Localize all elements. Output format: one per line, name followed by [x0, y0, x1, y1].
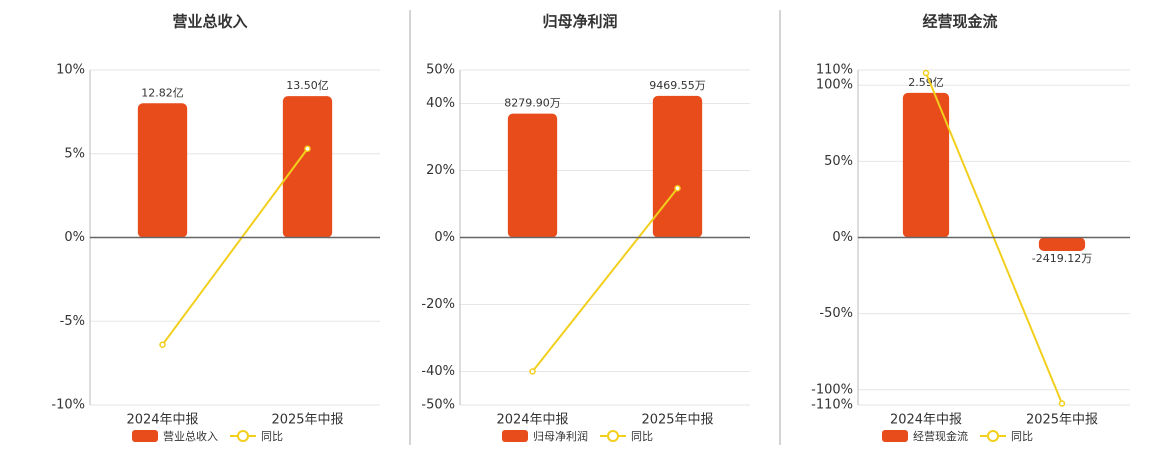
- bar: [507, 113, 558, 238]
- y-tick-label: 0%: [832, 230, 853, 245]
- legend-swatch: [882, 430, 908, 442]
- bar: [652, 95, 703, 238]
- legend-label: 经营现金流: [913, 429, 968, 443]
- x-tick-label: 2024年中报: [890, 413, 962, 428]
- x-tick-label: 2024年中报: [126, 413, 198, 428]
- y-tick-label: 50%: [824, 154, 853, 169]
- bar: [1038, 237, 1086, 252]
- y-tick-label: -10%: [51, 398, 85, 413]
- legend-label: 同比: [1011, 430, 1033, 443]
- point: [529, 368, 536, 375]
- y-tick-label: 0%: [434, 230, 455, 245]
- bar: [282, 96, 333, 238]
- y-tick-label: 20%: [426, 163, 455, 178]
- data-label: 13.50亿: [286, 79, 329, 92]
- bar: [137, 103, 188, 238]
- y-tick-label: 50%: [426, 63, 455, 78]
- y-tick-label: -5%: [60, 314, 85, 329]
- point: [922, 69, 930, 77]
- x-tick-label: 2025年中报: [641, 413, 713, 428]
- legend-swatch: [237, 430, 249, 442]
- data-label: -2419.12万: [1032, 252, 1092, 265]
- y-tick-label: 110%: [816, 63, 853, 78]
- line: [161, 148, 309, 346]
- point: [159, 341, 166, 348]
- line: [531, 187, 679, 373]
- chart-title: 归母净利润: [542, 13, 617, 31]
- legend-label: 归母净利润: [533, 429, 588, 443]
- chart-title: 营业总收入: [172, 13, 247, 31]
- chart-title: 经营现金流: [922, 13, 997, 31]
- bar: [902, 92, 950, 238]
- y-tick-label: 5%: [64, 146, 85, 161]
- legend-swatch: [502, 430, 528, 442]
- y-tick-label: -50%: [819, 306, 853, 321]
- legend-label: 营业总收入: [163, 429, 218, 443]
- legend-swatch: [607, 430, 619, 442]
- y-tick-label: 100%: [816, 78, 853, 93]
- data-label: 2.59亿: [908, 76, 944, 89]
- y-tick-label: -110%: [811, 398, 853, 413]
- data-label: 9469.55万: [649, 79, 706, 92]
- line: [925, 72, 1063, 404]
- data-label: 12.82亿: [141, 86, 184, 99]
- point: [674, 185, 681, 192]
- y-tick-label: -40%: [421, 364, 455, 379]
- legend-swatch: [987, 430, 999, 442]
- y-tick-label: 40%: [426, 96, 455, 111]
- point: [304, 145, 311, 152]
- x-tick-label: 2025年中报: [271, 413, 343, 428]
- legend-label: 同比: [631, 430, 653, 443]
- y-tick-label: -20%: [421, 297, 455, 312]
- x-tick-label: 2025年中报: [1026, 413, 1098, 428]
- data-label: 8279.90万: [504, 97, 561, 110]
- x-tick-label: 2024年中报: [496, 413, 568, 428]
- y-tick-label: -100%: [811, 382, 853, 397]
- y-tick-label: 0%: [64, 230, 85, 245]
- y-tick-label: 10%: [56, 63, 85, 78]
- y-tick-label: -50%: [421, 398, 455, 413]
- point: [1058, 400, 1066, 407]
- legend-swatch: [132, 430, 158, 442]
- legend-label: 同比: [261, 430, 283, 443]
